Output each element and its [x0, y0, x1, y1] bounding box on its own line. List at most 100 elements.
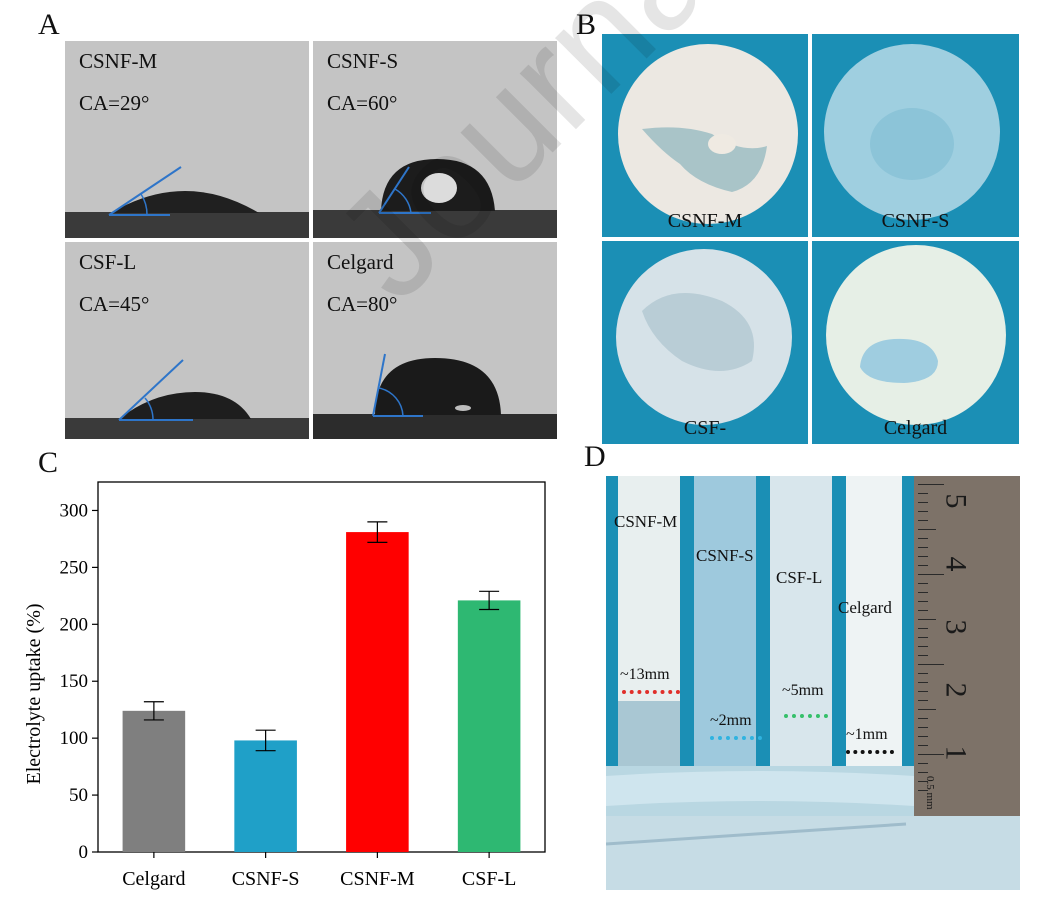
ruler-tick [918, 538, 928, 539]
panel-b-disc-grid: CSNF-M CSNF-S CSF- Celgard [602, 34, 1019, 444]
y-axis-label: Electrolyte uptake (%) [23, 603, 45, 784]
ruler-tick [918, 601, 928, 602]
ruler: 5 4 3 2 1 0.5 mm [918, 476, 1018, 816]
ruler-tick [918, 520, 928, 521]
ruler-tick [918, 493, 928, 494]
ruler-tick [918, 655, 928, 656]
wicking-line-csnf-m [622, 690, 680, 694]
contact-angle-value: CA=80° [327, 292, 398, 316]
y-tick-label: 200 [60, 614, 89, 635]
disc-photo-csnf-m: CSNF-M [602, 34, 808, 237]
panel-d-letter: D [584, 440, 606, 473]
ruler-tick [918, 574, 944, 575]
sample-name: Celgard [327, 250, 394, 274]
ruler-tick [918, 691, 928, 692]
ruler-tick [918, 628, 928, 629]
strip-label-csnf-s: CSNF-S [696, 546, 754, 565]
ruler-tick [918, 565, 928, 566]
contact-angle-image-csnf-s: CSNF-S CA=60° [313, 41, 557, 238]
contact-angle-image-csf-l: CSF-L CA=45° [65, 242, 309, 439]
strip-label-csf-l: CSF-L [776, 568, 823, 587]
sample-name: CSF-L [79, 250, 137, 274]
bar-csf-l [457, 600, 521, 852]
ruler-tick [918, 547, 928, 548]
wicking-line-csf-l [784, 714, 828, 718]
y-tick-label: 300 [60, 500, 89, 521]
plot-frame [97, 481, 546, 853]
y-tick-label: 250 [60, 557, 89, 578]
wicking-line-csnf-s [710, 736, 762, 740]
bar-csnf-s [234, 740, 297, 852]
height-label-celgard: ~1mm [846, 726, 888, 743]
ruler-tick [918, 610, 928, 611]
ruler-tick [918, 790, 928, 791]
ruler-number: 2 [939, 682, 973, 698]
ruler-tick [918, 637, 928, 638]
contact-angle-value: CA=45° [79, 292, 150, 316]
ruler-tick [918, 646, 928, 647]
contact-angle-image-csnf-m: CSNF-M CA=29° [65, 41, 309, 238]
ruler-tick [918, 772, 928, 773]
bar-csnf-m [346, 532, 409, 852]
ruler-tick [918, 700, 928, 701]
ruler-tick [918, 754, 944, 755]
ruler-tick [918, 727, 928, 728]
ruler-tick [918, 484, 944, 485]
ruler-number: 4 [939, 556, 973, 572]
strip-label-csnf-m: CSNF-M [614, 512, 678, 531]
disc-label: CSNF-M [667, 210, 743, 232]
disc-label: CSF- [683, 417, 727, 439]
ruler-number: 5 [939, 493, 973, 509]
disc-drawing [826, 245, 1006, 425]
height-label-csf-l: ~5mm [782, 682, 824, 699]
sample-name: CSNF-S [327, 49, 399, 73]
y-tick-label: 100 [60, 728, 89, 749]
droplet-drawing [65, 359, 309, 439]
ruler-tick [918, 619, 936, 620]
disc-drawing [618, 44, 798, 224]
disc-photo-celgard: Celgard [812, 241, 1019, 444]
electrolyte-uptake-chart: 0 50 100 150 200 250 300 Celgard CSNF-S CSNF-M CSF… [23, 481, 546, 890]
ruler-number: 3 [939, 619, 973, 635]
ruler-tick [918, 502, 928, 503]
ruler-tick [918, 529, 936, 530]
panel-d-wicking-photo: 5 4 3 2 1 0.5 mm CSNF-M CSNF-S CSF-L Celgard … [606, 476, 1020, 890]
sample-name: CSNF-M [79, 49, 158, 73]
panel-c-letter: C [38, 446, 59, 479]
ruler-unit-text: 0.5 mm [924, 776, 936, 810]
strip-label-celgard: Celgard [838, 598, 892, 617]
panel-a-contact-angle-grid: CSNF-M CA=29° CSNF-S CA=60° CSF-L CA=45° [65, 41, 557, 439]
ruler-tick [918, 556, 928, 557]
x-tick-label: Celgard [122, 868, 185, 890]
droplet-drawing [313, 159, 557, 238]
contact-angle-value: CA=60° [327, 91, 398, 115]
bar-celgard [122, 710, 186, 852]
x-tick-label: CSNF-M [340, 868, 415, 890]
contact-angle-value: CA=29° [79, 91, 150, 115]
ruler-tick [918, 745, 928, 746]
disc-label: Celgard [883, 417, 948, 439]
x-tick-label: CSNF-S [232, 868, 300, 890]
x-tick-label: CSF-L [462, 868, 516, 890]
disc-label: CSNF-S [881, 210, 950, 232]
panel-b-letter: B [576, 8, 597, 41]
droplet-drawing [313, 353, 557, 439]
ruler-tick [918, 511, 928, 512]
y-tick-label: 50 [69, 785, 88, 806]
ruler-tick [918, 781, 928, 782]
disc-drawing [616, 249, 792, 425]
contact-angle-image-celgard: Celgard CA=80° [313, 242, 557, 439]
ruler-number: 1 [939, 745, 973, 761]
ruler-tick [918, 673, 928, 674]
ruler-tick [918, 718, 928, 719]
ruler-tick [918, 592, 928, 593]
height-label-csnf-s: ~2mm [710, 712, 752, 729]
droplet-drawing [65, 166, 309, 238]
ruler-tick [918, 682, 928, 683]
wicking-line-celgard [846, 750, 894, 754]
ruler-tick [918, 664, 944, 665]
ruler-tick [918, 736, 928, 737]
disc-photo-csnf-s: CSNF-S [812, 34, 1019, 237]
ruler-tick [918, 583, 928, 584]
height-label-csnf-m: ~13mm [620, 666, 670, 683]
